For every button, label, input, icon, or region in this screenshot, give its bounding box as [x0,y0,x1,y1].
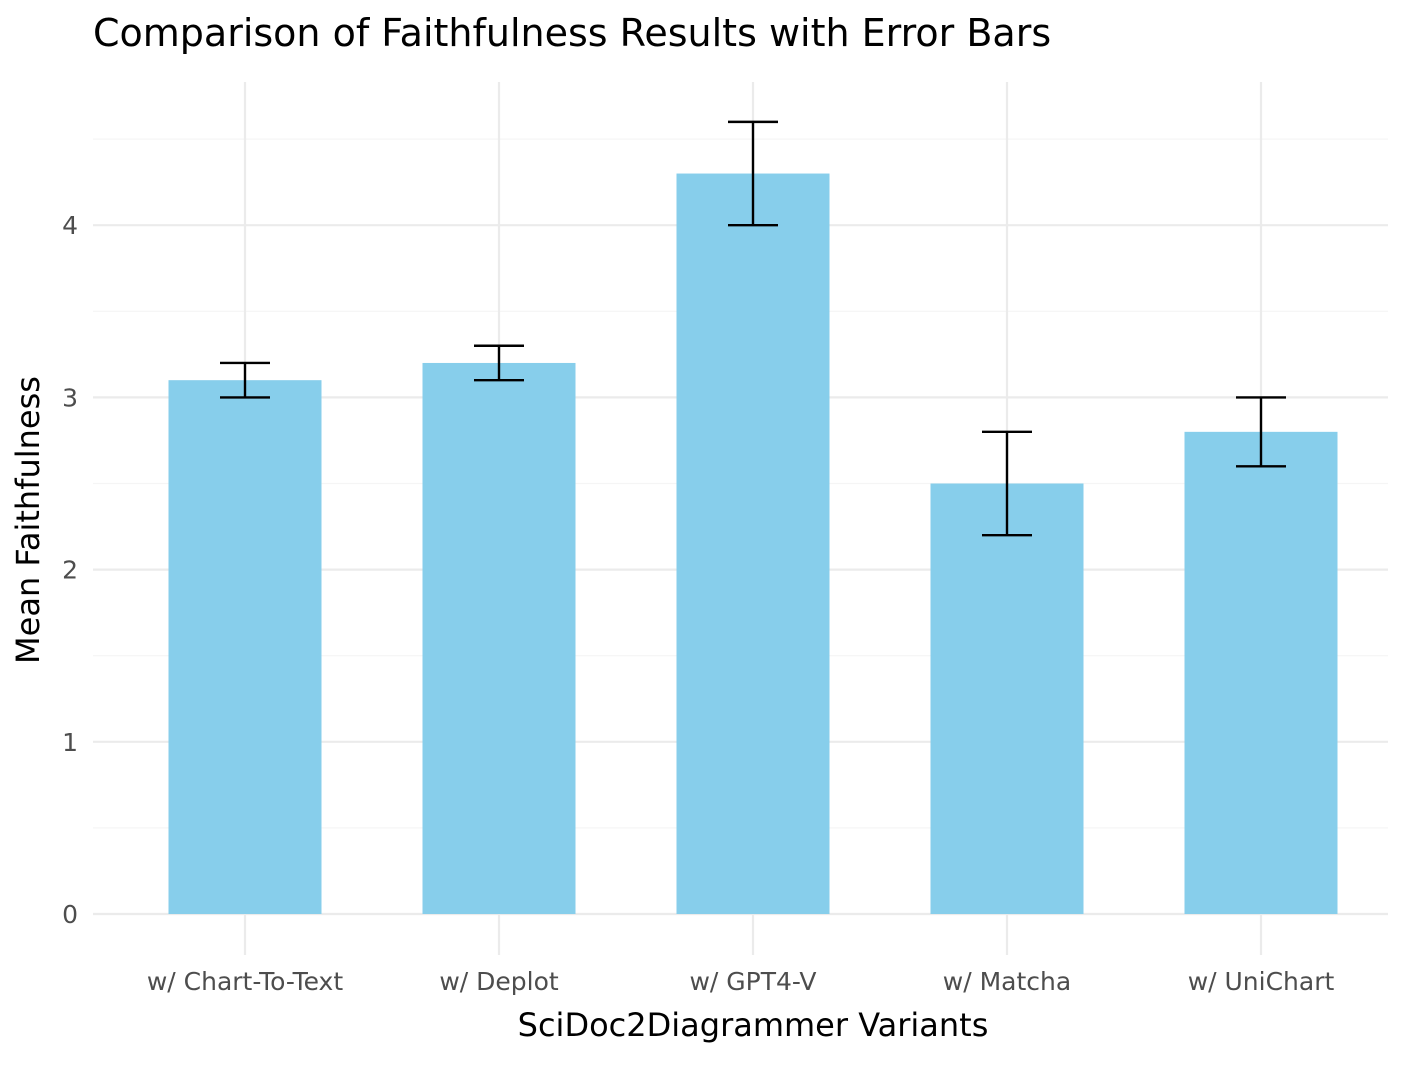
y-axis-title: Mean Faithfulness [9,376,47,664]
x-tick-label: w/ Matcha [943,967,1071,996]
y-tick-label: 1 [62,728,78,757]
error-bar [1236,396,1286,468]
bar [676,173,830,915]
y-axis-ticks: 0 1 2 3 4 [62,211,78,929]
error-bar [728,120,778,227]
bar [422,362,576,915]
bar [930,483,1084,914]
error-bars [220,120,1286,537]
bars [168,173,1338,915]
x-tick-label: w/ GPT4-V [689,967,816,996]
chart-title: Comparison of Faithfulness Results with … [93,11,1051,55]
error-bar [474,344,524,382]
x-tick-label: w/ Deplot [439,967,559,996]
y-tick-label: 3 [62,383,78,412]
y-tick-label: 0 [62,900,78,929]
x-tick-label: w/ UniChart [1188,967,1335,996]
bar [1184,431,1338,914]
error-bar [982,430,1032,537]
x-axis-ticks: w/ Chart-To-Text w/ Deplot w/ GPT4-V w/ Mat… [147,967,1335,996]
y-tick-label: 4 [62,211,78,240]
x-axis-title: SciDoc2Diagrammer Variants [518,1006,989,1044]
error-bar [220,361,270,399]
bar [168,380,322,914]
y-tick-label: 2 [62,556,78,585]
x-tick-label: w/ Chart-To-Text [147,967,344,996]
